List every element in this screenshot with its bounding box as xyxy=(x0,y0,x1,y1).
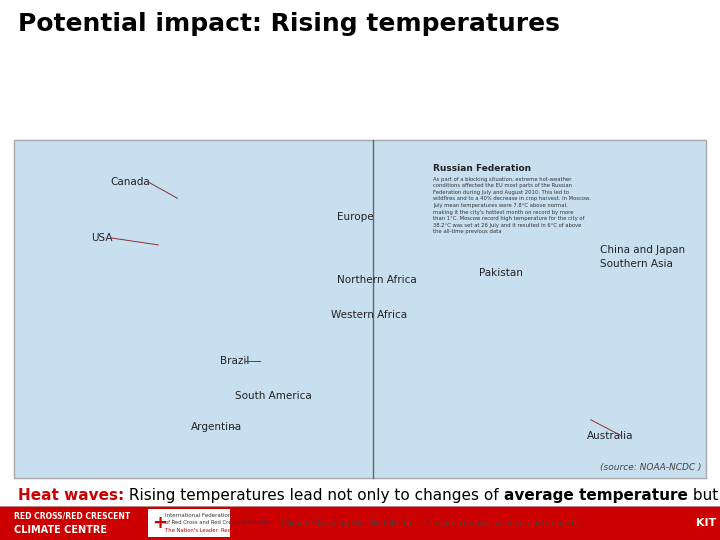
Text: +: + xyxy=(152,514,167,532)
Text: The Nation's Leader  Red Cross: The Nation's Leader Red Cross xyxy=(165,528,247,533)
Text: Canada: Canada xyxy=(110,177,150,187)
FancyBboxPatch shape xyxy=(14,140,706,478)
Text: (source: NOAA-NCDC ): (source: NOAA-NCDC ) xyxy=(600,463,702,472)
Text: of Red Cross and Red Crescent Societies: of Red Cross and Red Crescent Societies xyxy=(165,521,271,525)
Text: Argentina: Argentina xyxy=(191,422,242,431)
FancyBboxPatch shape xyxy=(14,140,706,478)
Text: Brazil: Brazil xyxy=(220,356,249,367)
Text: RED CROSS/RED CRESCENT: RED CROSS/RED CRESCENT xyxy=(14,511,130,520)
Text: International Federation: International Federation xyxy=(165,513,231,518)
Text: Pakistan: Pakistan xyxy=(480,268,523,278)
Text: weather extremes.: weather extremes. xyxy=(74,506,237,521)
FancyBboxPatch shape xyxy=(0,506,720,540)
Text: but: but xyxy=(688,488,718,503)
Text: China and Japan: China and Japan xyxy=(600,245,685,254)
Text: Southern Asia: Southern Asia xyxy=(600,259,673,268)
Text: Western Africa: Western Africa xyxy=(331,310,408,320)
Text: Northern Africa: Northern Africa xyxy=(337,275,417,285)
Text: particularly important for the Red Cross Red Crescent: particularly important for the Red Cross… xyxy=(18,524,429,539)
Text: Russian Federation: Russian Federation xyxy=(433,164,531,173)
Text: KIT: KIT xyxy=(696,518,716,528)
Text: Climate Training Kit. Module 1a –  Climate change science and impacts: Climate Training Kit. Module 1a – Climat… xyxy=(281,518,579,528)
FancyBboxPatch shape xyxy=(695,510,717,536)
Text: Heat waves:: Heat waves: xyxy=(18,488,125,503)
Text: The increase of extreme weather-related disasters is: The increase of extreme weather-related … xyxy=(237,506,651,521)
Text: also to: also to xyxy=(18,506,74,521)
Text: South America: South America xyxy=(235,392,312,401)
Text: Europe: Europe xyxy=(337,212,374,222)
Text: Potential impact: Rising temperatures: Potential impact: Rising temperatures xyxy=(18,12,560,36)
Text: average temperature: average temperature xyxy=(504,488,688,503)
Text: Rising temperatures lead not only to changes of: Rising temperatures lead not only to cha… xyxy=(125,488,504,503)
Text: As part of a blocking situation, extreme hot-weather
conditions affected the EU : As part of a blocking situation, extreme… xyxy=(433,177,591,234)
Text: USA: USA xyxy=(91,233,112,243)
FancyBboxPatch shape xyxy=(148,509,230,537)
Text: Australia: Australia xyxy=(587,431,634,441)
Text: CLIMATE CENTRE: CLIMATE CENTRE xyxy=(14,525,107,536)
